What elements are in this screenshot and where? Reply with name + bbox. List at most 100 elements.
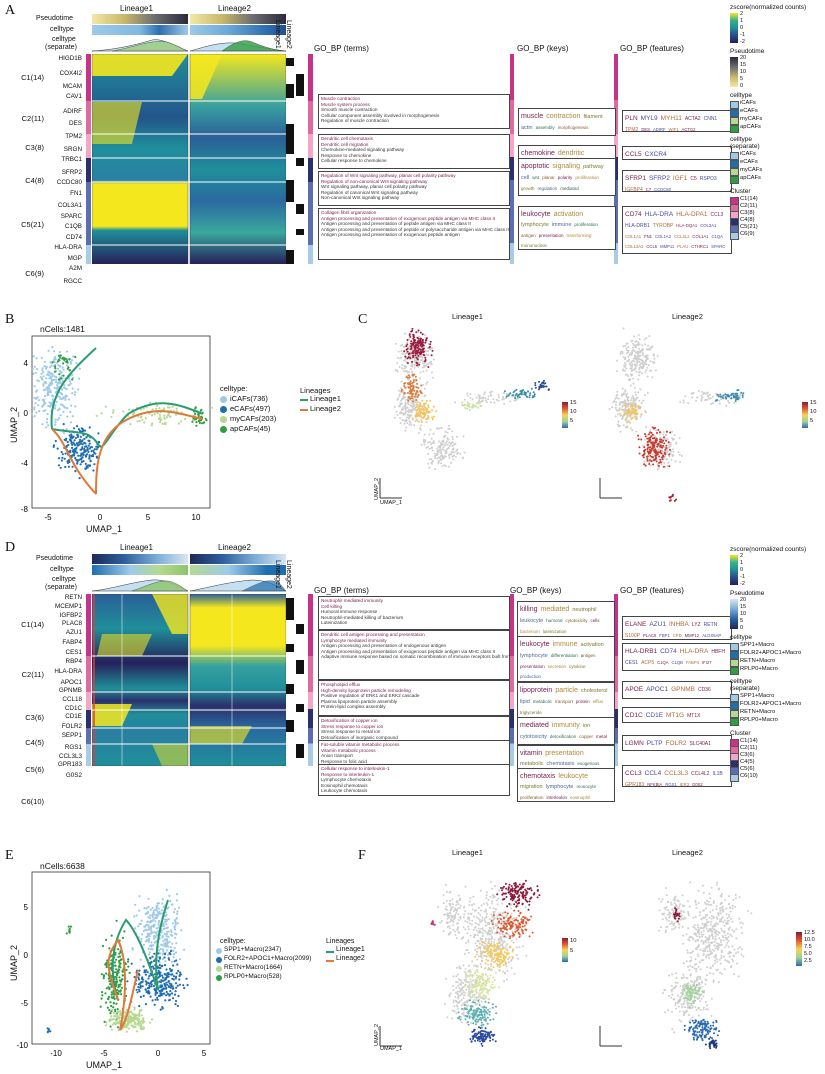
go-term-line: Non-canonical Wnt signaling pathway — [321, 195, 400, 201]
f-cbar2-tick: 2.5 — [804, 958, 812, 964]
b-umap-plot: -5 0 5 10 4 0 -4 -8 — [21, 335, 213, 522]
go-term-line: Detoxification of inorganic compound — [321, 734, 398, 740]
legend-item-celltype: RETN+Macro — [740, 658, 776, 664]
e-ytick: -10 — [16, 1041, 28, 1050]
go-key-word: lymphocyte — [521, 222, 549, 228]
a-vertical-lineage1: Lineage1 — [274, 20, 281, 49]
go-key-word: lipid — [520, 699, 530, 705]
c-cbar1-tick: 5 — [570, 418, 574, 424]
pseudotime-colorbar — [730, 599, 738, 629]
d-keys-strip — [510, 594, 514, 766]
gene-feature: CD1E — [645, 712, 664, 719]
d-cluster-bar-c5 — [86, 728, 91, 744]
b-ylabel: UMAP_2 — [9, 406, 20, 444]
go-key-word: chemotaxis — [546, 761, 575, 767]
go-term-line: Muscle system process — [321, 101, 370, 107]
go-term-line: Adaptive immune response based on somati… — [321, 654, 509, 660]
go-term-line: Cell killing — [321, 603, 343, 609]
f-cbar2-tick: 12.5 — [804, 930, 815, 936]
gene-feature: IFI27 — [701, 660, 712, 665]
go-key-word: activation — [553, 211, 584, 218]
d-cluster-label: C5(6) — [25, 765, 44, 774]
gene-label: AZU1 — [65, 628, 82, 636]
d-cluster-label: C1(14) — [21, 620, 44, 629]
legend-item-sep: eCAFs — [740, 159, 758, 165]
legend-title-sep: celltype — [730, 678, 753, 685]
a-cluster-bar-c6 — [86, 245, 91, 264]
go-key-word: wnt — [532, 175, 540, 180]
c-cbar2-tick: 10 — [810, 409, 817, 415]
go-term-box: Cellular response to interleukin-1 Respon… — [318, 764, 510, 796]
zscore-tick: 0 — [740, 25, 744, 31]
gene-feature: ALOX5AP — [702, 633, 722, 638]
legend-item-sep: myCAFs — [740, 167, 763, 173]
go-key-word: mediated — [520, 722, 549, 729]
gene-label: GPNMB — [58, 687, 82, 695]
gene-feature: PLN — [625, 115, 638, 122]
b-xlabel: UMAP_1 — [86, 524, 123, 534]
gene-feature: G0S2 — [692, 782, 703, 787]
legend-swatch — [730, 651, 739, 659]
d-hdr-features: GO_BP (features) — [620, 586, 684, 595]
go-term-line: Lymphocyte mediated immunity — [321, 637, 387, 643]
d-cluster-bar-c2 — [86, 656, 91, 692]
pseudotime-tick: 15 — [740, 604, 747, 610]
go-term-line: Anion transport — [321, 753, 353, 759]
gene-feature: FN1 — [644, 234, 652, 239]
b-ytick: -8 — [21, 505, 29, 514]
go-key-word: growth — [521, 186, 535, 191]
b-legend-title: celltype: — [220, 384, 248, 393]
gene-label: C1QB — [64, 223, 82, 231]
legend-title-cluster: Cluster — [730, 730, 751, 737]
go-term-line: Dendritic cell chemotaxis — [321, 136, 373, 141]
panel-f-label: F — [358, 848, 366, 863]
gene-feature: INHBA — [668, 621, 689, 628]
go-key-word: actin — [521, 125, 533, 131]
legend-item-cluster: C4(8) — [740, 217, 755, 223]
gene-feature: CCL5 — [625, 151, 642, 158]
legend-dot — [216, 975, 222, 981]
legend-swatch — [730, 176, 739, 184]
legend-title-celltype: celltype — [730, 92, 753, 99]
go-key-word: ion — [582, 723, 591, 729]
legend-title-sep2: (separate) — [730, 685, 760, 692]
a-vertical-lineage2: Lineage2 — [285, 20, 292, 49]
go-term-line: Dendritic cell migration — [321, 141, 369, 147]
gene-feature: DES — [641, 127, 650, 132]
pseudotime-tick: 20 — [740, 597, 747, 603]
d-density-curves — [92, 579, 286, 592]
go-key-word: triglyceride — [520, 710, 542, 715]
zscore-colorbar — [730, 13, 738, 43]
legend-item-sep: RETN+Macro — [740, 709, 776, 715]
go-key-word: presentation — [545, 750, 584, 757]
gene-label: SRGN — [63, 145, 82, 153]
gene-feature: CTHRC1 — [691, 244, 709, 249]
legend-swatch — [730, 659, 739, 667]
go-key-word: cytotoxicity — [520, 734, 547, 740]
c-cbar1-tick: 10 — [570, 409, 577, 415]
gene-label: RETN — [64, 594, 82, 602]
go-key-word: lipoprotein — [520, 687, 553, 694]
gene-feature: TYROBP — [652, 223, 674, 229]
gene-feature: S100P — [625, 633, 641, 639]
gene-label: ADIRF — [63, 107, 82, 115]
legend-item-cluster: C6(10) — [740, 773, 758, 779]
e-xlabel: UMAP_1 — [86, 1060, 123, 1070]
go-key-word: efflux — [592, 699, 604, 704]
b-xtick: 0 — [98, 513, 103, 522]
go-key-word: mediated — [560, 186, 579, 191]
go-key-word: contraction — [546, 113, 581, 120]
go-key-word: humoral — [546, 618, 563, 623]
go-key-word: lymphocyte — [520, 653, 548, 659]
legend-item-sep: SPP1+Macro — [740, 693, 775, 699]
a-keys-strip — [510, 54, 514, 264]
panel-e-label: E — [5, 848, 14, 863]
e-legend-item: RETN+Macro(1664) — [224, 964, 283, 971]
go-key-box: chemotaxis leukocyte migration lymphocyte mo… — [517, 768, 615, 802]
go-key-word: protein — [575, 699, 590, 704]
go-key-word: differentiation — [521, 135, 548, 136]
go-term-line: Fat-soluble vitamin metabolic process — [321, 742, 400, 747]
go-term-line: Chemokine-mediated signaling pathway — [321, 147, 405, 153]
go-term-line: Antigen processing and presentation of e… — [321, 232, 460, 238]
d-hdr-keys: GO_BP (keys) — [510, 586, 562, 595]
